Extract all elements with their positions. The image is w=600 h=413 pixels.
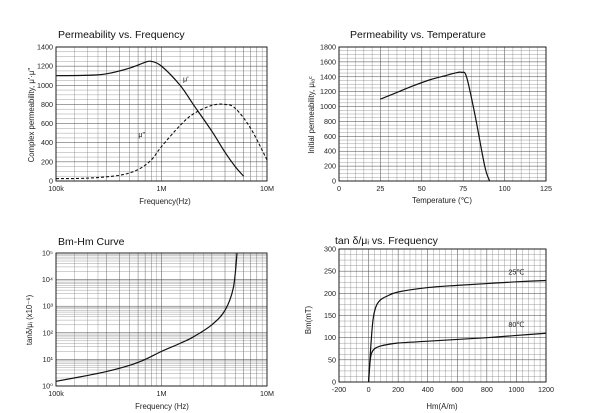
x-tick-label: 1M	[157, 184, 167, 193]
x-tick-label: 1M	[157, 389, 167, 398]
series-line	[55, 252, 238, 382]
y-tick-label: 1200	[320, 87, 336, 96]
y-tick-label: 10⁰	[42, 382, 53, 391]
x-tick-label: 200	[392, 385, 404, 394]
series-line	[55, 60, 245, 177]
y-tick-label: 10⁴	[42, 275, 53, 284]
bm-hm-loss-chart: Bm-Hm Curve Frequency (Hz) tanδ/μᵢ (x10⁻…	[25, 236, 274, 411]
y-tick-label: 1600	[320, 57, 336, 66]
series-line	[55, 103, 268, 180]
y-tick-label: 100	[324, 333, 336, 342]
x-tick-label: 125	[540, 184, 552, 193]
plot-frame	[338, 46, 547, 182]
y-tick-label: 1400	[320, 72, 336, 81]
x-axis-label: Frequency (Hz)	[135, 402, 189, 411]
y-tick-label: 10²	[43, 328, 54, 337]
y-tick-label: 50	[328, 355, 336, 364]
y-tick-label: 0	[332, 177, 336, 186]
y-tick-label: 600	[41, 119, 53, 128]
x-axis-label: Temperature (℃)	[412, 196, 472, 205]
series-label: μ'	[183, 74, 189, 83]
x-tick-label: 50	[418, 184, 426, 193]
x-tick-label: 100k	[48, 184, 64, 193]
x-tick-label: 25	[376, 184, 384, 193]
x-tick-label: 400	[422, 385, 434, 394]
x-tick-label: 10M	[260, 389, 274, 398]
permeability-temperature-chart: Permeability vs. Temperature Temperature…	[307, 29, 552, 205]
y-tick-label: 300	[324, 245, 336, 254]
plot-frame	[55, 252, 268, 387]
y-axis-label: tanδ/μᵢ (x10⁻⁶)	[25, 294, 34, 345]
x-axis-label: Frequency(Hz)	[139, 197, 191, 206]
y-tick-label: 150	[324, 311, 336, 320]
x-tick-label: 100	[499, 184, 511, 193]
y-tick-label: 200	[324, 289, 336, 298]
y-axis-label: Initial permeability, μᵢₐᶜ	[307, 76, 316, 154]
y-axis-label: Bm(mT)	[304, 306, 313, 335]
x-tick-label: 600	[451, 385, 463, 394]
x-tick-label: 0	[337, 184, 341, 193]
y-tick-label: 1000	[37, 81, 53, 90]
y-tick-label: 400	[324, 147, 336, 156]
x-tick-label: 800	[481, 385, 493, 394]
x-tick-label: 10M	[260, 184, 274, 193]
y-tick-label: 1000	[320, 102, 336, 111]
chart-title: Permeability vs. Temperature	[350, 29, 486, 41]
grid	[338, 46, 547, 182]
y-tick-label: 250	[324, 267, 336, 276]
chart-title: Bm-Hm Curve	[58, 236, 125, 248]
y-tick-label: 1800	[320, 43, 336, 52]
series-label: 80℃	[508, 320, 524, 329]
y-tick-label: 0	[49, 177, 53, 186]
y-tick-label: 800	[324, 117, 336, 126]
plot-frame	[55, 46, 268, 182]
series-line	[367, 332, 547, 383]
x-tick-label: 0	[367, 385, 371, 394]
series-line	[380, 71, 491, 182]
y-tick-label: 800	[41, 100, 53, 109]
permeability-frequency-chart: Permeability vs. Frequency Frequency(Hz)…	[27, 29, 274, 206]
y-tick-label: 1200	[37, 62, 53, 71]
y-tick-label: 10⁵	[42, 249, 53, 258]
y-tick-label: 400	[41, 138, 53, 147]
y-tick-label: 200	[41, 157, 53, 166]
chart-title: Permeability vs. Frequency	[58, 29, 185, 41]
x-tick-label: 1000	[508, 385, 524, 394]
y-tick-label: 0	[332, 378, 336, 387]
chart-title: tan δ/μᵢ vs. Frequency	[335, 235, 439, 247]
y-tick-label: 200	[324, 162, 336, 171]
x-tick-label: 1200	[538, 385, 554, 394]
x-axis-label: Hm(A/m)	[426, 402, 458, 411]
y-axis-label: Complex permeability, μ'·μ''	[27, 67, 36, 162]
x-tick-label: 75	[459, 184, 467, 193]
x-tick-label: 100k	[48, 389, 64, 398]
plot-frame	[338, 248, 547, 383]
y-tick-label: 600	[324, 132, 336, 141]
bm-hm-curve-chart: tan δ/μᵢ vs. Frequency Hm(A/m) Bm(mT) -2…	[304, 235, 554, 411]
y-tick-label: 10¹	[43, 355, 54, 364]
series-label: μ''	[138, 130, 146, 139]
series-line	[367, 279, 547, 383]
y-tick-label: 1400	[37, 43, 53, 52]
series-label: 25℃	[508, 267, 524, 276]
grid	[55, 46, 267, 182]
y-tick-label: 10³	[43, 302, 54, 311]
x-tick-label: -200	[332, 385, 346, 394]
grid	[55, 253, 267, 387]
